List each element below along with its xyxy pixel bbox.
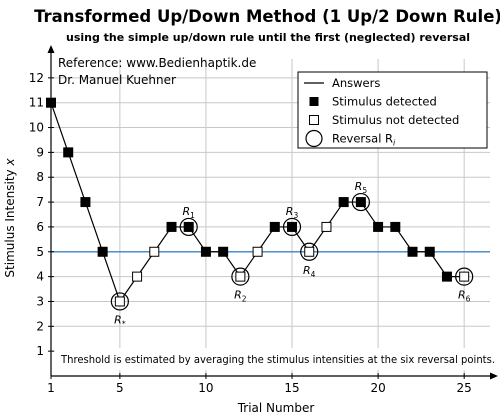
legend-label: Reversal Ri xyxy=(332,132,396,148)
y-tick-label: 6 xyxy=(36,220,44,234)
y-tick-label: 4 xyxy=(36,270,44,284)
marker-detected xyxy=(269,221,280,232)
y-tick-label: 7 xyxy=(36,195,44,209)
x-axis-label: Trial Number xyxy=(237,401,315,415)
y-tick-label: 11 xyxy=(29,96,44,110)
reference-line2: Dr. Manuel Kuehner xyxy=(58,73,176,87)
reversal-label: R2 xyxy=(234,289,247,304)
marker-detected xyxy=(355,197,366,208)
y-tick-label: 1 xyxy=(36,344,44,358)
reversal-circle xyxy=(282,217,302,237)
y-tick-label: 3 xyxy=(36,294,44,308)
y-tick-label: 12 xyxy=(29,71,44,85)
legend: Answers Stimulus detected Stimulus not det… xyxy=(297,71,488,149)
marker-not-detected xyxy=(149,246,160,257)
marker-detected xyxy=(287,221,298,232)
chart-subtitle: using the simple up/down rule until the … xyxy=(66,31,470,44)
marker-detected xyxy=(63,147,74,158)
marker-not-detected xyxy=(304,246,315,257)
reversal-circle xyxy=(300,242,319,261)
marker-detected xyxy=(97,246,108,257)
legend-marker-filled xyxy=(309,97,319,106)
marker-not-detected xyxy=(235,271,246,282)
annotation: Threshold is estimated by averaging the … xyxy=(60,354,495,366)
reversal-label: R6 xyxy=(458,289,471,304)
x-tick-label: 5 xyxy=(116,381,124,395)
reversal-circle xyxy=(351,192,370,212)
marker-detected xyxy=(166,221,177,232)
marker-not-detected xyxy=(132,271,143,282)
y-tick-label: 5 xyxy=(36,245,44,259)
reversal-label: R4 xyxy=(303,264,316,279)
x-axis-arrow xyxy=(490,372,498,380)
x-tick-label: 20 xyxy=(370,381,385,395)
marker-detected xyxy=(80,197,91,208)
y-tick-label: 10 xyxy=(29,121,44,135)
legend-marker-circle xyxy=(305,129,323,148)
y-tick-label: 9 xyxy=(36,145,44,159)
reference-line1: Reference: www.Bedienhaptik.de xyxy=(58,56,256,70)
legend-box xyxy=(297,71,488,149)
marker-detected xyxy=(218,246,229,257)
reversal-circle xyxy=(231,267,250,286)
marker-not-detected xyxy=(459,271,470,282)
x-tick-label: 10 xyxy=(198,381,213,395)
marker-detected xyxy=(200,246,211,257)
reversal-label: R5 xyxy=(355,180,368,195)
reversal-label: R1 xyxy=(183,205,196,220)
x-tick-label: 25 xyxy=(457,381,472,395)
y-axis-arrow xyxy=(47,45,55,53)
marker-detected xyxy=(424,246,435,257)
x-tick-label: 1 xyxy=(47,381,55,395)
legend-marker-open xyxy=(309,115,319,125)
reversal-label: R* xyxy=(114,313,126,328)
reversal-circle xyxy=(455,267,474,286)
marker-detected xyxy=(183,221,194,232)
chart-title: Transformed Up/Down Method (1 Up/2 Down … xyxy=(34,7,500,26)
x-tick-label: 15 xyxy=(284,381,299,395)
marker-detected xyxy=(373,221,384,232)
annotation-box xyxy=(55,348,500,370)
legend-label: Stimulus not detected xyxy=(332,113,459,127)
y-tick-label: 2 xyxy=(36,319,44,333)
marker-detected xyxy=(441,271,452,282)
legend-label: Answers xyxy=(332,76,380,90)
marker-not-detected xyxy=(321,221,332,232)
reversal-circle xyxy=(179,217,198,237)
marker-not-detected xyxy=(252,246,263,257)
marker-detected xyxy=(390,221,401,232)
y-tick-label: 8 xyxy=(36,170,44,184)
reversal-circle xyxy=(110,292,129,311)
legend-label: Stimulus detected xyxy=(332,95,437,109)
reversal-label: R3 xyxy=(286,205,299,220)
marker-not-detected xyxy=(114,296,125,307)
marker-detected xyxy=(46,97,56,108)
series-answers xyxy=(46,97,470,307)
marker-detected xyxy=(338,197,349,208)
y-axis-label: Stimulus Intensity x xyxy=(3,158,17,278)
marker-detected xyxy=(407,246,418,257)
